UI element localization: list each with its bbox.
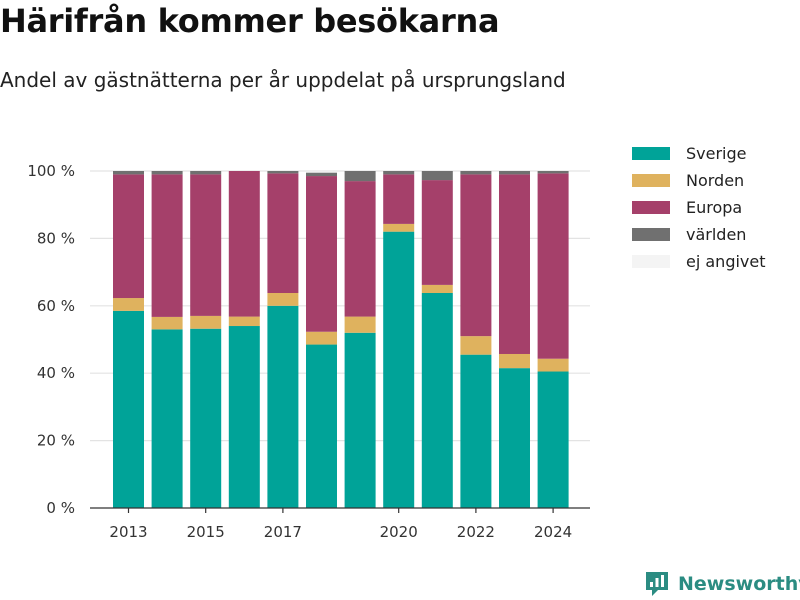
- bar-segment-världen: [151, 171, 183, 175]
- legend-label: Norden: [686, 171, 745, 190]
- bar-segment-norden: [383, 223, 415, 232]
- legend: Sverige Norden Europa världen ej angivet: [632, 140, 766, 275]
- legend-swatch: [632, 174, 670, 187]
- y-tick-label: 100 %: [27, 162, 75, 180]
- y-tick-label: 60 %: [37, 297, 75, 315]
- bar-segment-sverige: [151, 329, 183, 508]
- bar-segment-norden: [460, 336, 492, 355]
- bar-segment-världen: [344, 171, 376, 182]
- bar-segment-norden: [306, 331, 337, 345]
- bar-segment-sverige: [306, 344, 337, 508]
- brand-label: Newsworthy: [678, 573, 800, 595]
- bar-segment-världen: [267, 171, 299, 174]
- legend-label: Europa: [686, 198, 743, 217]
- x-tick-label: 2022: [457, 523, 495, 541]
- y-tick-label: 40 %: [37, 364, 75, 382]
- bar-segment-världen: [190, 171, 222, 175]
- newsworthy-logo-icon: [646, 572, 668, 596]
- bar-segment-världen: [537, 171, 569, 174]
- bar-segment-europa: [151, 174, 183, 317]
- bar-segment-europa: [383, 174, 415, 224]
- y-tick-label: 0 %: [46, 499, 75, 517]
- legend-label: Sverige: [686, 144, 747, 163]
- legend-swatch: [632, 147, 670, 160]
- x-tick-label: 2015: [187, 523, 225, 541]
- bar-segment-norden: [267, 292, 299, 306]
- bar-segment-europa: [421, 180, 453, 285]
- bar-segment-sverige: [190, 328, 222, 508]
- legend-item-europa[interactable]: Europa: [632, 194, 766, 221]
- bar-segment-norden: [113, 298, 144, 311]
- bar-segment-europa: [190, 174, 222, 316]
- legend-item-ej-angivet[interactable]: ej angivet: [632, 248, 766, 275]
- legend-label: ej angivet: [686, 252, 766, 271]
- bar-segment-norden: [190, 315, 222, 329]
- legend-label: världen: [686, 225, 747, 244]
- bar-segment-sverige: [228, 326, 260, 508]
- bar-segment-europa: [306, 176, 337, 332]
- y-tick-label: 80 %: [37, 229, 75, 247]
- bar-segment-norden: [421, 284, 453, 293]
- bar-segment-norden: [228, 316, 260, 327]
- legend-swatch: [632, 201, 670, 214]
- legend-item-varlden[interactable]: världen: [632, 221, 766, 248]
- bar-segment-världen: [113, 171, 144, 175]
- bar-segment-europa: [113, 174, 144, 299]
- bar-segment-världen: [499, 171, 530, 175]
- x-tick-label: 2024: [534, 523, 572, 541]
- bar-segment-norden: [344, 316, 376, 333]
- x-tick-label: 2017: [264, 523, 302, 541]
- bar-segment-europa: [344, 181, 376, 317]
- bar-segment-sverige: [499, 368, 530, 508]
- legend-swatch: [632, 228, 670, 241]
- bar-segment-sverige: [537, 371, 569, 508]
- legend-swatch: [632, 255, 670, 268]
- bar-segment-europa: [228, 171, 260, 317]
- bar-segment-sverige: [267, 305, 299, 508]
- bar-segment-världen: [460, 171, 492, 175]
- bar-segment-europa: [267, 173, 299, 293]
- bar-segment-sverige: [421, 292, 453, 508]
- bar-segment-världen: [421, 171, 453, 181]
- x-tick-label: 2013: [109, 523, 147, 541]
- chart-title: Härifrån kommer besökarna: [0, 2, 500, 40]
- bar-segment-sverige: [344, 332, 376, 508]
- bar-segment-sverige: [113, 310, 144, 508]
- bar-segment-norden: [537, 358, 569, 372]
- bar-segment-europa: [499, 174, 530, 354]
- bar-segment-europa: [537, 173, 569, 359]
- bar-segment-norden: [499, 353, 530, 369]
- bar-segment-sverige: [460, 354, 492, 508]
- legend-item-norden[interactable]: Norden: [632, 167, 766, 194]
- bar-segment-norden: [151, 316, 183, 330]
- brand[interactable]: Newsworthy: [644, 570, 800, 598]
- bar-segment-världen: [383, 171, 415, 175]
- bar-segment-sverige: [383, 231, 415, 508]
- bar-segment-världen: [306, 172, 337, 177]
- x-tick-label: 2020: [380, 523, 418, 541]
- chart-subtitle: Andel av gästnätterna per år uppdelat på…: [0, 68, 566, 92]
- bar-segment-europa: [460, 174, 492, 337]
- legend-item-sverige[interactable]: Sverige: [632, 140, 766, 167]
- y-tick-label: 20 %: [37, 432, 75, 450]
